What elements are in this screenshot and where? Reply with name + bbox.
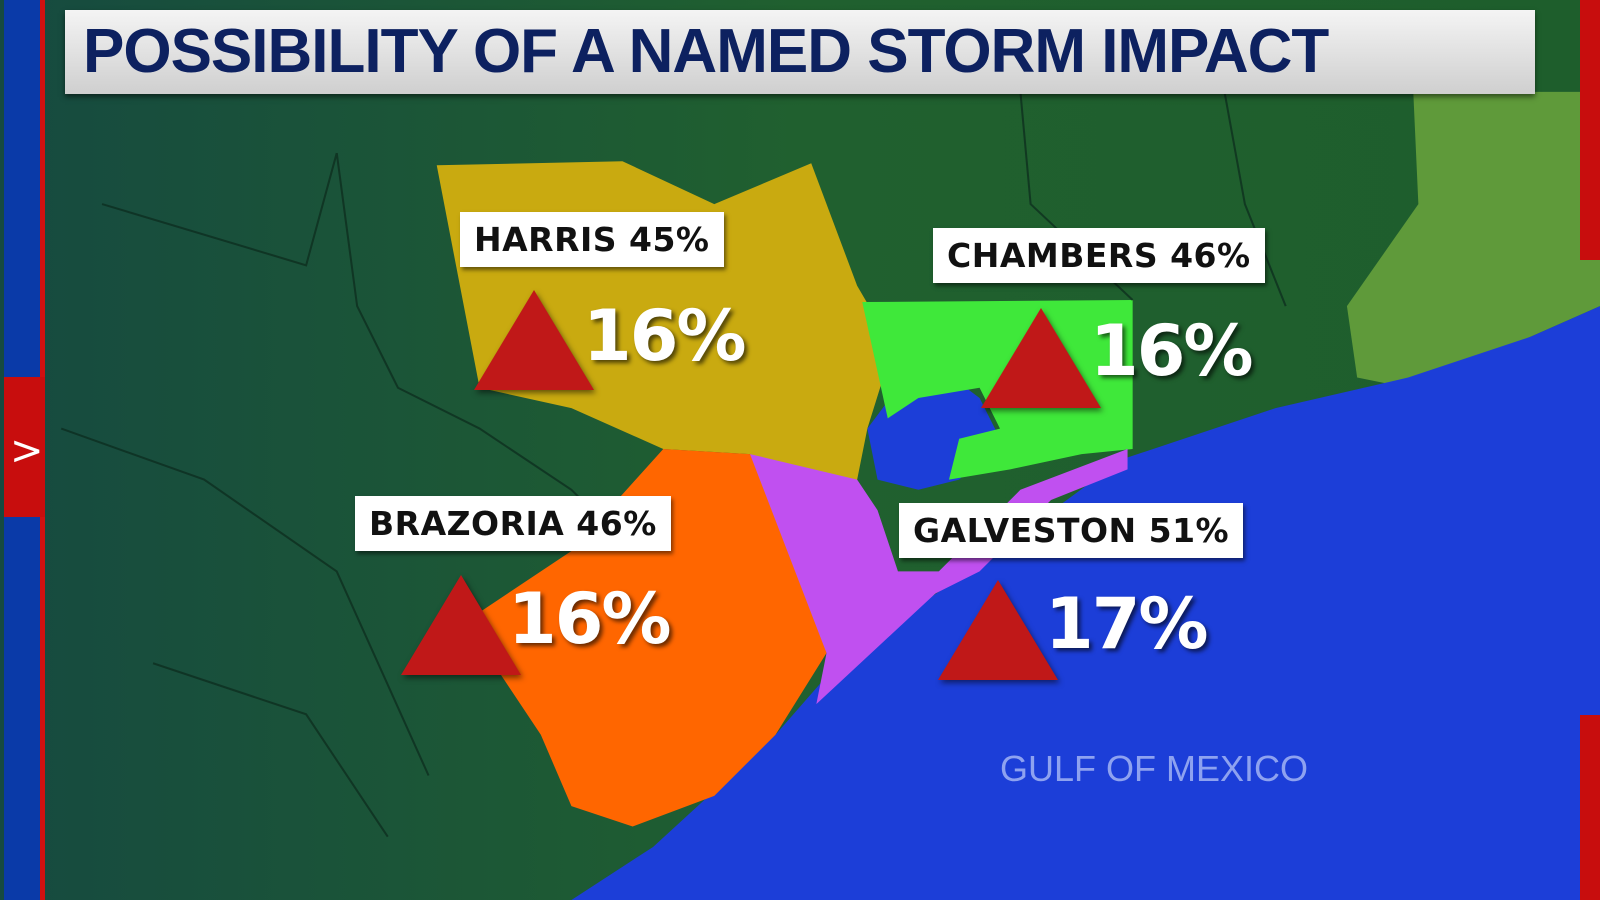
water-label: GULF OF MEXICO xyxy=(1000,748,1309,789)
up-arrow-icon xyxy=(938,580,1058,680)
galveston-county xyxy=(750,454,960,705)
county-label-galveston: GALVESTON 51% xyxy=(899,503,1244,558)
county-change-chambers: 16% xyxy=(1090,310,1254,392)
county-change-galveston: 17% xyxy=(1045,583,1209,665)
up-arrow-icon xyxy=(401,575,521,675)
gulf-of-mexico xyxy=(571,306,1600,900)
up-arrow-icon xyxy=(474,290,594,390)
page-title: POSSIBILITY OF A NAMED STORM IMPACT xyxy=(83,17,1329,86)
sidebar-bottom-bar xyxy=(4,517,45,900)
county-label-harris: HARRIS 45% xyxy=(460,212,724,267)
up-arrow-icon xyxy=(981,308,1101,408)
title-banner: POSSIBILITY OF A NAMED STORM IMPACT xyxy=(65,10,1535,94)
county-change-brazoria: 16% xyxy=(508,578,672,660)
county-change-harris: 16% xyxy=(583,295,747,377)
brazoria-county xyxy=(479,448,827,827)
sidebar-expand-button[interactable] xyxy=(4,377,45,517)
county-label-chambers: CHAMBERS 46% xyxy=(933,228,1265,283)
chevron-right-icon[interactable]: > xyxy=(10,428,44,474)
right-accent-bar xyxy=(1580,715,1600,900)
sidebar-top-bar xyxy=(4,0,45,377)
louisiana-land xyxy=(1346,91,1600,388)
county-label-brazoria: BRAZORIA 46% xyxy=(355,496,671,551)
right-accent-bar xyxy=(1580,0,1600,260)
